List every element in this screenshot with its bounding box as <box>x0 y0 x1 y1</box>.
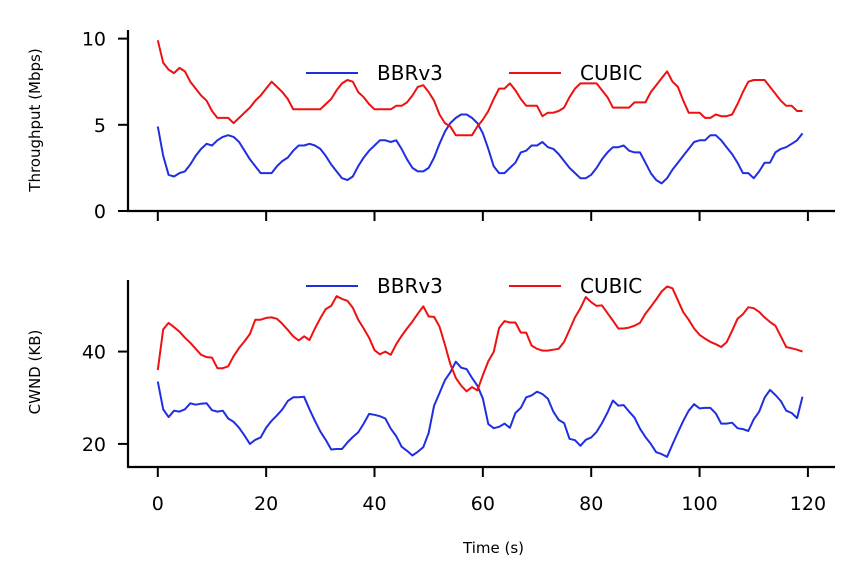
x-tick-label: 40 <box>362 493 386 515</box>
series-line-bbrv3 <box>156 360 804 458</box>
cwnd-panel: 20 40 0 20 40 60 80 100 120 CWND (KB) Time (s) BBRv… <box>26 274 835 557</box>
series-line-cubic <box>156 40 803 137</box>
legend: BBRv3 CUBIC <box>306 274 642 298</box>
legend: BBRv3 CUBIC <box>306 61 642 85</box>
legend-label-bbrv3: BBRv3 <box>377 274 443 298</box>
series-line-bbrv3 <box>156 113 804 185</box>
legend-label-cubic: CUBIC <box>580 274 642 298</box>
x-axis-title: Time (s) <box>462 539 524 557</box>
throughput-panel: 0 5 10 Throughput (Mbps) BBRv3 CUBIC <box>26 29 835 223</box>
x-tick-label: 60 <box>471 493 495 515</box>
x-tick-label: 120 <box>790 493 826 515</box>
y-tick-label: 40 <box>82 342 106 364</box>
legend-label-cubic: CUBIC <box>580 61 642 85</box>
x-tick-label: 20 <box>254 493 278 515</box>
y-axis-title: CWND (KB) <box>26 330 44 415</box>
series-line-cubic <box>156 285 803 393</box>
y-tick-label: 0 <box>94 201 106 223</box>
x-tick-label: 80 <box>579 493 603 515</box>
y-axis-title: Throughput (Mbps) <box>26 48 44 192</box>
y-tick-label: 20 <box>82 434 106 456</box>
y-tick-label: 10 <box>82 29 106 51</box>
y-tick-label: 5 <box>94 115 106 137</box>
legend-label-bbrv3: BBRv3 <box>377 61 443 85</box>
x-tick-label: 100 <box>681 493 717 515</box>
x-tick-label: 0 <box>152 493 164 515</box>
